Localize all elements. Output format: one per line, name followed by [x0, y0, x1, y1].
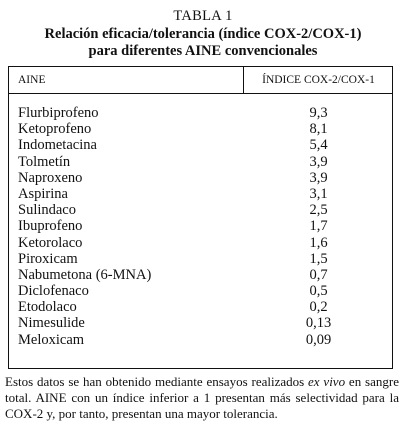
drug-name: Diclofenaco	[18, 283, 89, 300]
drug-name: Ketoprofeno	[18, 121, 92, 138]
table-row: Naproxeno 3,9	[9, 170, 392, 186]
table-row: Diclofenaco 0,5	[9, 283, 392, 299]
drug-name: Piroxicam	[18, 250, 78, 267]
drug-name: Ketorolaco	[18, 234, 83, 251]
footnote-text-1: Estos datos se han obtenido mediante ens…	[5, 374, 309, 389]
table-row: Meloxicam 0,09	[9, 332, 392, 348]
table-row: Nabumetona (6-MNA) 0,7	[9, 267, 392, 283]
drug-name: Nabumetona (6-MNA)	[18, 266, 152, 283]
table-body: Flurbiprofeno 9,3 Ketoprofeno 8,1 Indometaci…	[9, 105, 392, 348]
cox-index-value: 1,7	[309, 218, 328, 235]
cox-index-value: 5,4	[309, 137, 328, 154]
cox-index-value: 2,5	[309, 202, 328, 219]
table-row: Piroxicam 1,5	[9, 251, 392, 267]
column-header-index: ÍNDICE COX-2/COX-1	[262, 74, 375, 86]
column-divider	[243, 67, 244, 93]
table-number: TABLA 1	[173, 8, 233, 24]
cox-index-value: 1,5	[309, 250, 328, 267]
table-row: Etodolaco 0,2	[9, 299, 392, 315]
drug-name: Naproxeno	[18, 169, 83, 186]
table-header-row: AINE ÍNDICE COX-2/COX-1	[9, 67, 392, 94]
table-row: Ketoprofeno 8,1	[9, 121, 392, 137]
drug-name: Nimesulide	[18, 315, 85, 332]
drug-name: Indometacina	[18, 137, 97, 154]
cox-index-value: 0,7	[309, 266, 328, 283]
table-row: Ketorolaco 1,6	[9, 235, 392, 251]
cox-index-value: 3,1	[309, 185, 328, 202]
table-footnote: Estos datos se han obtenido mediante ens…	[5, 374, 399, 422]
table-row: Flurbiprofeno 9,3	[9, 105, 392, 121]
cox-index-value: 0,13	[305, 315, 332, 332]
drug-name: Tolmetín	[18, 153, 71, 170]
cox-index-value: 0,2	[309, 299, 328, 316]
table-row: Indometacina 5,4	[9, 137, 392, 153]
footnote-italic: ex vivo	[308, 374, 346, 389]
table-row: Sulindaco 2,5	[9, 202, 392, 218]
table-row: Aspirina 3,1	[9, 186, 392, 202]
cox-index-value: 8,1	[309, 121, 328, 138]
drug-name: Ibuprofeno	[18, 218, 83, 235]
table-caption: Relación eficacia/tolerancia (índice COX…	[0, 26, 406, 60]
drug-name: Sulindaco	[18, 202, 76, 219]
table-row: Ibuprofeno 1,7	[9, 218, 392, 234]
drug-name: Etodolaco	[18, 299, 77, 316]
cox-index-value: 0,09	[305, 331, 332, 348]
drug-name: Flurbiprofeno	[18, 105, 99, 121]
cox-index-value: 9,3	[309, 105, 328, 121]
table-row: Nimesulide 0,13	[9, 315, 392, 331]
drug-name: Aspirina	[18, 185, 68, 202]
cox-index-value: 0,5	[309, 283, 328, 300]
caption-line-1: Relación eficacia/tolerancia (índice COX…	[44, 26, 362, 42]
drug-name: Meloxicam	[18, 331, 85, 348]
caption-line-2: para diferentes AINE convencionales	[88, 43, 318, 59]
column-header-aine: AINE	[18, 74, 46, 86]
data-table: AINE ÍNDICE COX-2/COX-1 Flurbiprofeno 9,3…	[8, 66, 393, 369]
cox-index-value: 3,9	[309, 153, 328, 170]
footnote-text-2: en sangre total. AINE con un índice infe…	[5, 374, 399, 421]
cox-index-value: 1,6	[309, 234, 328, 251]
table-row: Tolmetín 3,9	[9, 154, 392, 170]
cox-index-value: 3,9	[309, 169, 328, 186]
